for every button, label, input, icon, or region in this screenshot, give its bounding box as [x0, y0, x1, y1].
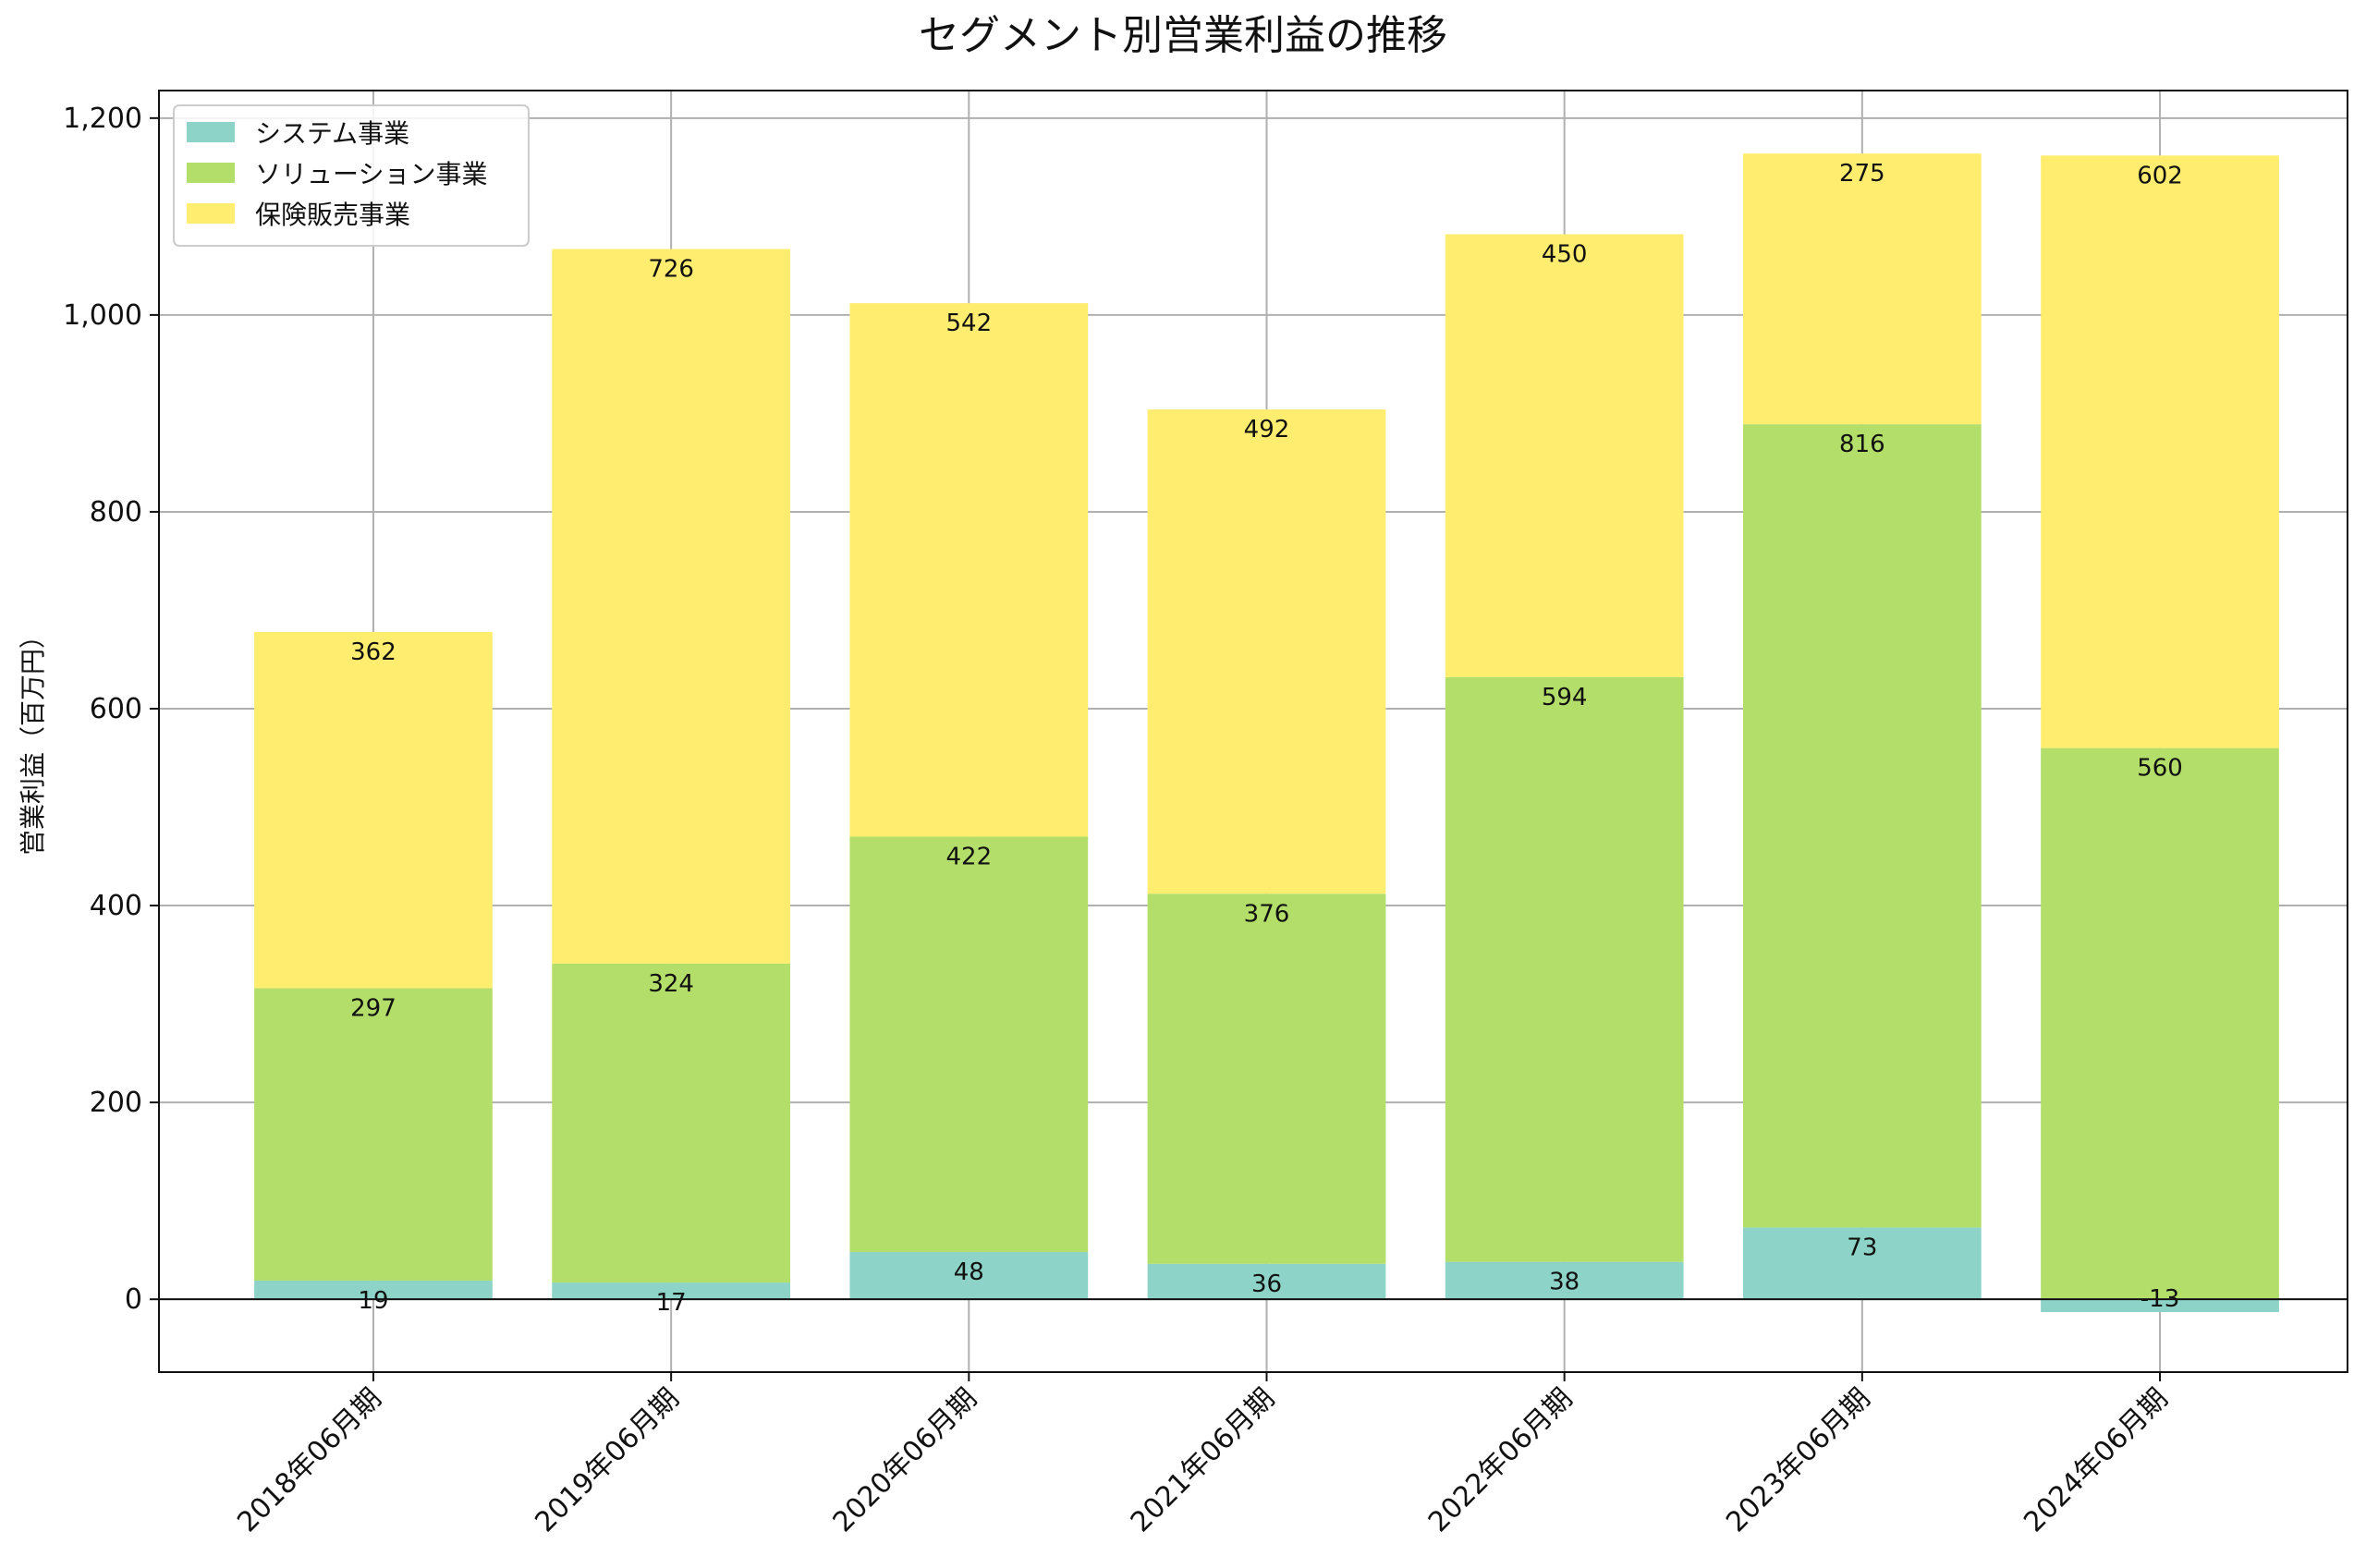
data-label: 422	[946, 843, 993, 870]
data-label: 376	[1244, 900, 1290, 928]
legend-swatch	[187, 122, 235, 142]
y-tick-label: 0	[125, 1283, 142, 1316]
bar-segment	[2041, 748, 2279, 1300]
y-tick-label: 800	[90, 496, 142, 529]
y-tick-label: 1,000	[63, 299, 142, 332]
x-tick-label: 2023年06月期	[1720, 1382, 1876, 1538]
data-label: 324	[648, 970, 694, 998]
y-axis-label: 営業利益（百万円）	[18, 623, 48, 856]
data-label: 36	[1251, 1270, 1282, 1298]
legend-swatch	[187, 203, 235, 224]
bar-segment	[1742, 1227, 1982, 1300]
y-tick-label: 600	[90, 693, 142, 725]
data-label: 275	[1839, 160, 1885, 188]
bar-segment	[1147, 409, 1386, 894]
data-label: 297	[350, 995, 396, 1023]
data-label: 492	[1244, 416, 1290, 444]
chart-title: セグメント別営業利益の推移	[919, 12, 1447, 59]
data-label: 48	[954, 1258, 984, 1286]
data-label: 73	[1847, 1234, 1877, 1261]
x-tick-label: 2021年06月期	[1125, 1382, 1281, 1538]
data-label: 816	[1839, 431, 1885, 458]
x-tick-label: 2024年06月期	[2018, 1382, 2174, 1538]
bar-segment	[552, 1282, 791, 1300]
bar-segment	[849, 1252, 1089, 1300]
bar-segment	[1742, 424, 1982, 1228]
bar-segment	[552, 249, 791, 964]
bar-segment	[2041, 1299, 2279, 1313]
bar-segment	[1147, 893, 1386, 1264]
data-label: 726	[648, 256, 694, 284]
x-tick-label: 2022年06月期	[1422, 1382, 1579, 1538]
bar-segment	[552, 963, 791, 1283]
bars-layer	[254, 153, 2279, 1313]
bar-segment	[2041, 155, 2279, 748]
data-label: 594	[1542, 684, 1588, 711]
legend-box	[173, 104, 530, 247]
bar-segment	[849, 836, 1089, 1253]
bar-segment	[254, 631, 493, 989]
bar-segment	[849, 303, 1089, 837]
data-label: 38	[1549, 1269, 1579, 1296]
y-tick-label: 200	[90, 1087, 142, 1119]
legend-entry: 保険販売事業	[255, 200, 410, 230]
bar-segment	[254, 988, 493, 1281]
x-tick-label: 2019年06月期	[529, 1382, 685, 1538]
data-label: 362	[350, 638, 396, 666]
bar-segment	[1445, 676, 1684, 1262]
legend-entry: システム事業	[255, 118, 409, 149]
data-label: 19	[358, 1287, 388, 1315]
bar-segment	[1445, 234, 1684, 677]
data-label: 560	[2137, 755, 2183, 783]
data-label: 17	[656, 1289, 687, 1317]
plot-frame	[158, 90, 2348, 1373]
y-tick-label: 400	[90, 890, 142, 922]
x-tick-label: 2020年06月期	[827, 1382, 983, 1538]
bar-segment	[1445, 1261, 1684, 1300]
legend-entry: ソリューション事業	[255, 159, 487, 189]
bar-segment	[254, 1280, 493, 1300]
legend-swatch	[187, 163, 235, 183]
data-label: 450	[1542, 241, 1588, 269]
data-label: 542	[946, 310, 993, 337]
bar-segment	[1742, 153, 1982, 425]
y-tick-label: 1,200	[63, 103, 142, 135]
data-label: 602	[2137, 162, 2183, 189]
x-tick-label: 2018年06月期	[231, 1382, 387, 1538]
bar-segment	[1147, 1263, 1386, 1300]
